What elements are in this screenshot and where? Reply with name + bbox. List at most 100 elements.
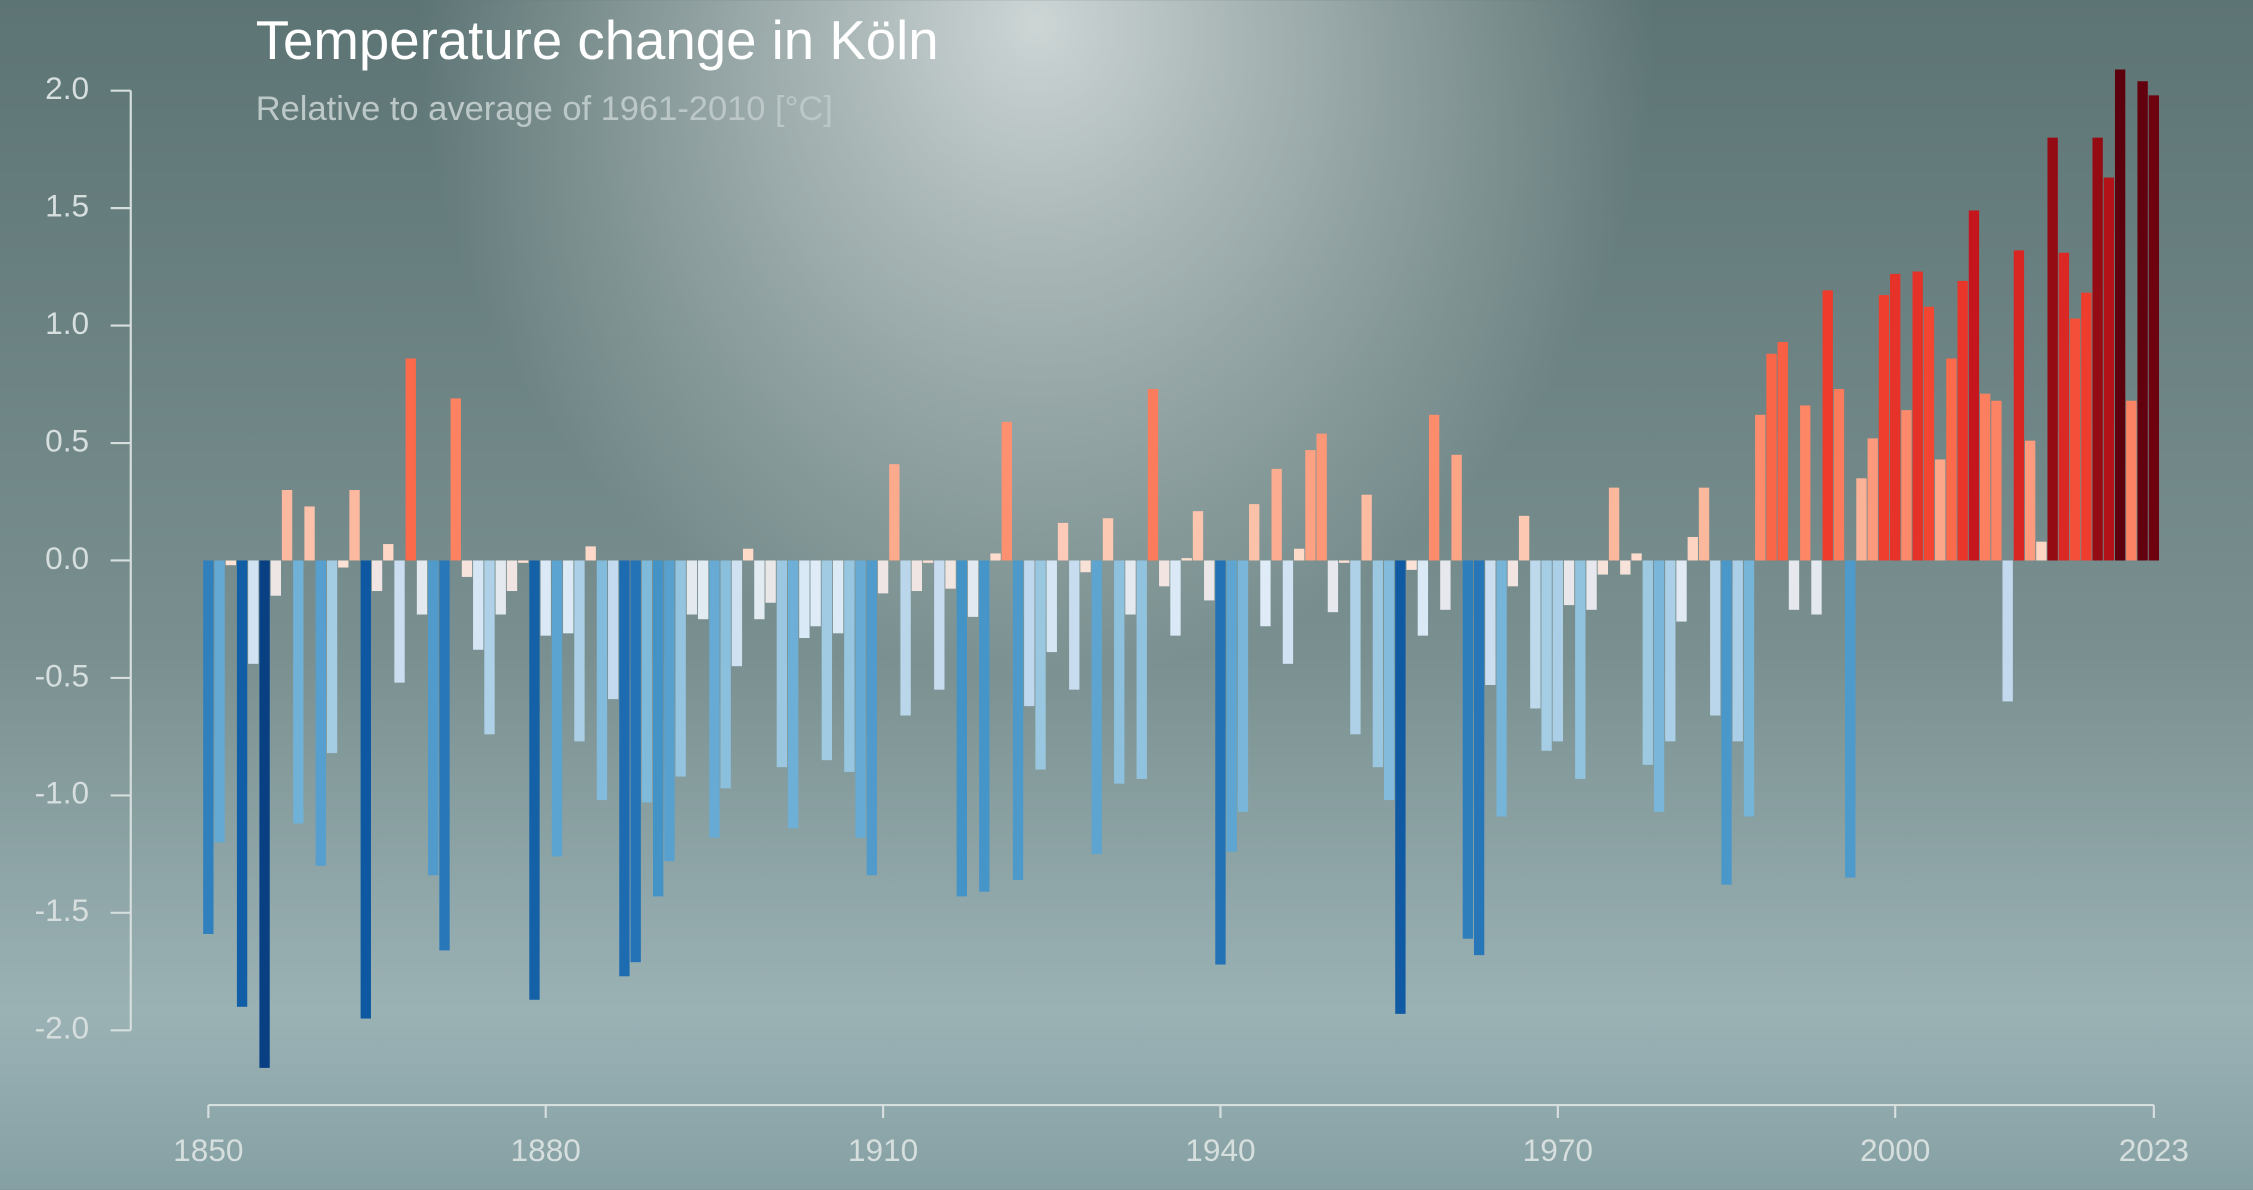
bar: [832, 560, 844, 634]
bar: [394, 560, 405, 683]
bar: [1462, 560, 1474, 939]
bar: [2069, 318, 2081, 561]
bar: [405, 358, 416, 561]
bar: [506, 560, 518, 592]
bar: [1665, 560, 1676, 742]
bar: [1305, 450, 1316, 561]
bar: [1687, 536, 1698, 561]
x-tick-label: 1850: [173, 1132, 243, 1168]
bar: [1057, 522, 1069, 561]
bar: [653, 560, 664, 897]
bar: [1586, 560, 1597, 610]
bar: [2126, 400, 2137, 561]
chart-subtitle: Relative to average of 1961-2010 [°C]: [256, 90, 833, 128]
bar: [563, 560, 574, 634]
x-tick-label: 1880: [511, 1132, 581, 1168]
bar: [821, 560, 833, 761]
bar: [731, 560, 743, 667]
bar: [1878, 295, 1890, 561]
bar: [2081, 292, 2092, 561]
y-tick-label: -2.0: [35, 1010, 89, 1046]
bar: [1552, 560, 1564, 742]
bar: [911, 560, 922, 592]
bar: [922, 560, 934, 563]
bar: [1935, 459, 1946, 561]
bar: [990, 553, 1001, 561]
bar: [1237, 560, 1249, 812]
bar: [1204, 560, 1215, 601]
bar: [619, 560, 630, 977]
bar: [945, 560, 956, 589]
bar: [1732, 560, 1743, 742]
bar: [461, 560, 473, 577]
bar: [1597, 560, 1608, 575]
bar: [1395, 560, 1406, 1014]
bar: [754, 560, 765, 620]
y-tick-label: 1.0: [45, 305, 89, 341]
bar: [1451, 454, 1462, 561]
bar: [1406, 560, 1417, 570]
bar: [1856, 478, 1867, 561]
bar: [844, 560, 855, 772]
x-tick-label: 1940: [1185, 1132, 1255, 1168]
bar: [2047, 137, 2058, 561]
x-tick-label: 2000: [1860, 1132, 1930, 1168]
bar: [1294, 548, 1305, 561]
bar: [1923, 306, 1935, 561]
bar: [1507, 560, 1519, 587]
bar: [2036, 541, 2047, 561]
bar: [765, 560, 776, 603]
bar: [1159, 560, 1170, 587]
bar: [1170, 560, 1181, 636]
bar: [1338, 560, 1350, 563]
bar: [641, 560, 653, 803]
bar: [742, 548, 754, 561]
bar: [664, 560, 675, 862]
bar: [293, 560, 304, 824]
bar: [1766, 353, 1777, 561]
bar: [787, 560, 799, 829]
bar: [259, 560, 270, 1068]
bar: [371, 560, 383, 592]
bar: [709, 560, 720, 838]
bar: [1800, 405, 1811, 561]
bar: [1024, 560, 1035, 707]
bar: [1226, 560, 1237, 852]
bar: [1215, 560, 1226, 965]
y-tick-label: 0.5: [45, 422, 89, 458]
bar: [248, 560, 259, 664]
bar: [1698, 487, 1710, 561]
bar: [866, 560, 878, 876]
x-tick-label: 1910: [848, 1132, 918, 1168]
y-tick-label: 0.0: [45, 540, 89, 576]
y-tick-label: 2.0: [45, 70, 89, 106]
bar: [585, 546, 596, 561]
bar: [1350, 560, 1361, 735]
bar: [979, 560, 990, 892]
y-tick-label: -0.5: [35, 657, 89, 693]
bar: [686, 560, 698, 615]
bar: [1642, 560, 1653, 765]
bar: [1912, 271, 1923, 561]
bar: [675, 560, 686, 777]
bar: [473, 560, 484, 650]
bar: [495, 560, 506, 615]
bar: [1541, 560, 1552, 751]
bar: [1181, 558, 1192, 561]
bar: [551, 560, 563, 857]
bar: [1046, 560, 1057, 653]
bar: [608, 560, 619, 700]
bar: [1125, 560, 1136, 615]
bar: [1890, 273, 1901, 561]
bar: [1080, 560, 1091, 573]
bar: [1822, 290, 1833, 561]
bar: [450, 398, 461, 561]
bar: [326, 560, 338, 754]
bar: [1845, 560, 1856, 878]
bar: [596, 560, 608, 801]
bar: [1001, 421, 1012, 561]
bar: [428, 560, 439, 876]
bar: [2002, 560, 2013, 702]
bar: [2058, 252, 2070, 561]
